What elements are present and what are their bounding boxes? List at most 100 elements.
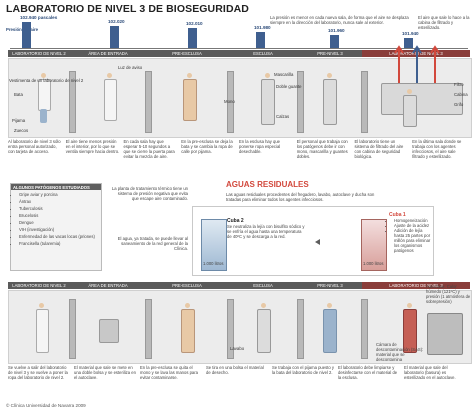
cuba-1-item: Ajuste de la acidez (394, 223, 431, 228)
tank-volume-2: 1.000 litros (203, 261, 224, 266)
zone-label: LABORATORIO DE NIVEL 3 (362, 282, 470, 289)
step-text: El material que sale se mete en una dobl… (74, 365, 136, 380)
step-text: El aire tiene menos presión en el interi… (65, 139, 120, 154)
zone-label: ÁREA DE ENTRADA (70, 50, 146, 57)
person-protective-suit (261, 79, 275, 125)
step-text: En la pre-esclusa se quita el mono y se … (140, 365, 198, 380)
cuba-1-tank (361, 219, 387, 271)
zone-label: PRE-ESCLUSA (146, 50, 228, 57)
step-text: Se trabaja con el pijama puesto y la bat… (272, 365, 334, 375)
person-protective-red (403, 309, 417, 353)
exhaust-arrows-icon (394, 45, 440, 83)
zone-label: PRE-NIVEL 3 (298, 282, 362, 289)
label-grifo: Grifo (454, 102, 464, 107)
label-luz-aviso: Luz de aviso (118, 65, 143, 70)
person-head (265, 73, 270, 78)
person-pijama (40, 109, 47, 123)
pressure-bar (110, 26, 119, 48)
step-text: El laboratorio tiene un sistema de filtr… (354, 139, 404, 159)
zone-label: PRE-NIVEL 3 (298, 50, 362, 57)
label-mascarilla: Mascarilla (274, 72, 294, 77)
pressure-value: 101.940 (402, 31, 419, 36)
step-text: Al laboratorio de nivel 3 sólo entra per… (8, 139, 61, 154)
step-text: En la pre-esclusa se deja la bata y se c… (181, 139, 233, 154)
cuba-1-list: HomogeneizaciónAjuste de la acidezAdició… (389, 218, 431, 253)
pathogen-item: Francisella (tularemia) (19, 241, 101, 246)
door-b5 (361, 299, 368, 359)
pressure-note: La presión es menor en cada nueva sala, … (270, 15, 409, 25)
pathogen-item: Ántrax (19, 199, 101, 204)
person-pijama-bottom (323, 309, 337, 353)
door-2 (145, 71, 152, 133)
label-sas: Cámara de descontaminación (SAS): materi… (376, 342, 424, 362)
pathogen-item: Enfermedad de las vacas locas (priones) (19, 234, 101, 239)
zone-label: ESCLUSA (228, 282, 298, 289)
pressure-value: 102.010 (186, 21, 203, 26)
cuba-1-info: Cuba 1 HomogeneizaciónAjuste de la acide… (389, 212, 431, 254)
person-head (185, 303, 190, 308)
aguas-left-note: El agua, ya tratada, se puede llevar al … (117, 236, 188, 251)
person-lab-coat (38, 79, 51, 111)
person-head (327, 303, 332, 308)
person-head (39, 303, 44, 308)
label-filtro: Filtro (454, 82, 464, 87)
person-discarding (257, 309, 271, 353)
aguas-intro: Las aguas residuales procedentes del fre… (226, 192, 375, 202)
door-b3 (227, 299, 234, 359)
cuba-1-title: Cuba 1 (389, 212, 406, 218)
person-washing (181, 309, 195, 353)
pressure-bar (22, 22, 31, 48)
pressure-axis (10, 48, 468, 49)
door-3 (227, 71, 234, 133)
person-head (327, 73, 332, 78)
pressure-value: 102.940 pascales (20, 15, 58, 20)
person-head (187, 73, 192, 78)
left-label-bata: Bata (14, 92, 23, 97)
tank-volume-1: 1.000 litros (363, 261, 384, 266)
person-head (107, 73, 112, 78)
flow-arrow-icon (315, 239, 320, 245)
aguas-title: AGUAS RESIDUALES (226, 180, 309, 189)
person-head (261, 303, 266, 308)
person-entering (104, 79, 117, 121)
pressure-bar (188, 28, 197, 48)
step-text: Se vuelve a salir del laboratorio de niv… (8, 365, 68, 380)
zone-label: ÁREA DE ENTRADA (70, 282, 146, 289)
pathogens-title: ALGUNOS PATÓGENOS ESTUDIADOS (11, 184, 101, 190)
autoclave (427, 313, 463, 355)
step-text: En cada sala hay que esperar 5-10 segund… (123, 139, 175, 159)
zone-label: ESCLUSA (228, 50, 298, 57)
page-title: LABORATORIO DE NIVEL 3 DE BIOSEGURIDAD (6, 3, 249, 15)
biosafety-cabinet (381, 83, 463, 115)
zone-label: PRE-ESCLUSA (146, 282, 228, 289)
pathogen-item: Brucelosis (19, 213, 101, 218)
door-1 (69, 71, 76, 133)
person-working (403, 95, 417, 127)
step-text: El personal que trabaja con los patógeno… (296, 139, 348, 159)
step-text: El laboratorio debe limpiarse y desinfec… (338, 365, 398, 380)
label-cabina: Cabina (454, 92, 468, 97)
person-changing (183, 79, 197, 121)
label-lavabo: Lavabo (230, 346, 245, 351)
person-exiting (36, 309, 49, 353)
cuba-1-item: Adición de lejía hasta 25 partes por mil… (394, 228, 431, 253)
cuba-1-item: Homogeneización (394, 218, 431, 223)
pressure-bar (256, 32, 265, 48)
zone-label: LABORATORIO DE NIVEL 2 (8, 282, 70, 289)
pathogen-item: Gripe aviar y porcina (19, 192, 101, 197)
treatment-plant: 1.000 litros Cuba 2 Se neutraliza la lej… (192, 206, 434, 276)
step-text: Se tira en una bolsa el material de dese… (206, 365, 264, 375)
copyright: © Clínica Universidad de Navarra 2009 (6, 403, 86, 408)
aguas-plant-note: La planta de tratamiento térmico tiene u… (111, 186, 188, 201)
cuba-2-text: Se neutraliza la lejía con bisulfito sód… (227, 224, 305, 239)
cuba-2-info: Cuba 2 Se neutraliza la lejía con bisulf… (227, 219, 307, 240)
door-4 (297, 71, 304, 133)
label-autoclave: Autoclave: Calor húmedo (121ºC) y presió… (426, 284, 471, 304)
pressure-value: 102.020 (108, 19, 125, 24)
door-b2 (145, 299, 152, 359)
top-scene (8, 45, 472, 138)
label-calzas: Calzas (276, 114, 290, 119)
person-pre-level3 (323, 79, 337, 125)
pressure-bar (330, 35, 339, 48)
left-label-clothing: Vestimenta de un laboratorio de nivel 2 (9, 78, 84, 83)
